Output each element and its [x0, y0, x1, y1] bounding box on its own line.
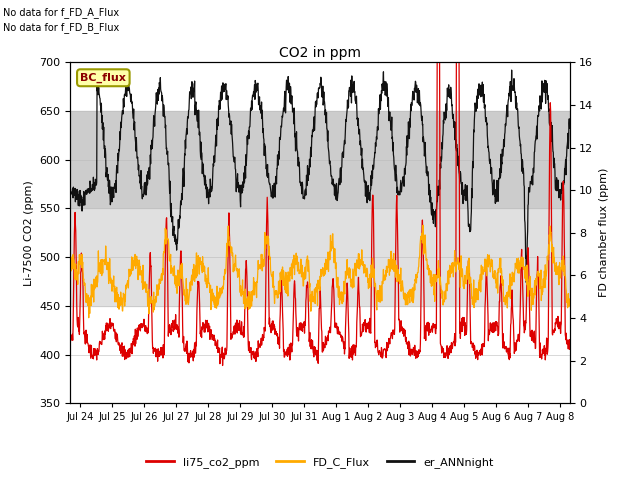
Bar — [70, 111, 570, 208]
Text: No data for f_FD_A_Flux: No data for f_FD_A_Flux — [3, 7, 119, 18]
Y-axis label: FD chamber flux (ppm): FD chamber flux (ppm) — [599, 168, 609, 298]
Title: CO2 in ppm: CO2 in ppm — [279, 46, 361, 60]
Text: No data for f_FD_B_Flux: No data for f_FD_B_Flux — [3, 22, 120, 33]
Y-axis label: Li-7500 CO2 (ppm): Li-7500 CO2 (ppm) — [24, 180, 34, 286]
Legend: li75_co2_ppm, FD_C_Flux, er_ANNnight: li75_co2_ppm, FD_C_Flux, er_ANNnight — [142, 453, 498, 473]
Text: BC_flux: BC_flux — [81, 72, 126, 83]
Bar — [70, 208, 570, 306]
